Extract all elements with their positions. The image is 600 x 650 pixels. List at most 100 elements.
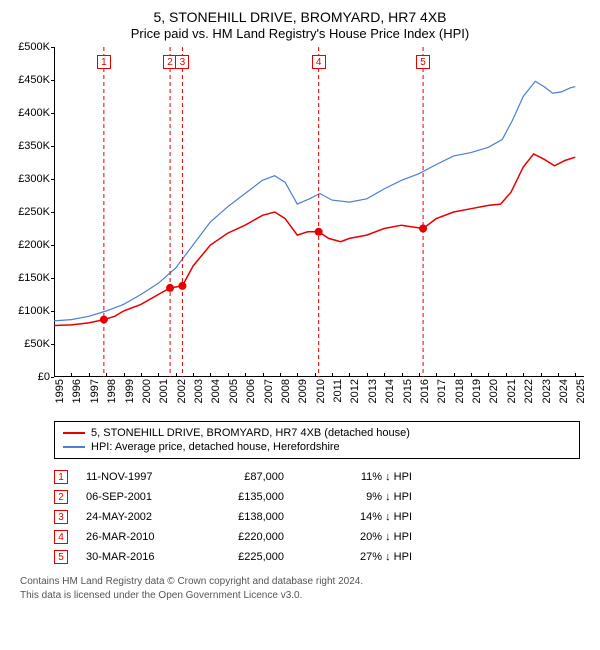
x-tick-label: 2021	[506, 379, 518, 403]
event-dot	[166, 284, 174, 292]
transaction-price: £87,000	[204, 471, 284, 483]
legend-swatch-hpi	[63, 446, 85, 448]
x-tick-label: 1995	[54, 379, 66, 403]
y-tick-mark	[51, 311, 54, 312]
legend-item-property: 5, STONEHILL DRIVE, BROMYARD, HR7 4XB (d…	[63, 426, 571, 440]
y-tick-mark	[51, 146, 54, 147]
transaction-price: £220,000	[204, 531, 284, 543]
event-marker: 5	[416, 55, 430, 69]
x-tick-label: 1998	[106, 379, 118, 403]
transaction-row: 206-SEP-2001£135,0009% ↓ HPI	[54, 487, 580, 507]
y-tick-label: £500K	[18, 41, 54, 53]
transaction-number: 2	[54, 490, 68, 504]
x-tick-mark	[384, 373, 385, 377]
x-tick-mark	[488, 373, 489, 377]
x-tick-mark	[558, 373, 559, 377]
y-tick-mark	[51, 80, 54, 81]
x-tick-label: 2014	[384, 379, 396, 403]
x-tick-mark	[106, 373, 107, 377]
y-tick-mark	[51, 212, 54, 213]
x-tick-label: 2022	[523, 379, 535, 403]
transaction-row: 1 11-NOV-1997 £87,000 11% ↓ HPI	[54, 467, 580, 487]
y-tick-label: £250K	[18, 206, 54, 218]
x-tick-mark	[436, 373, 437, 377]
x-tick-label: 2013	[367, 379, 379, 403]
x-tick-mark	[454, 373, 455, 377]
transaction-date: 11-NOV-1997	[86, 471, 186, 483]
event-marker: 4	[312, 55, 326, 69]
x-tick-label: 2020	[488, 379, 500, 403]
transaction-row: 324-MAY-2002£138,00014% ↓ HPI	[54, 507, 580, 527]
title-address: 5, STONEHILL DRIVE, BROMYARD, HR7 4XB	[10, 8, 590, 26]
x-tick-label: 2000	[141, 379, 153, 403]
legend-label-property: 5, STONEHILL DRIVE, BROMYARD, HR7 4XB (d…	[91, 427, 410, 439]
x-tick-label: 2005	[228, 379, 240, 403]
event-marker: 1	[97, 55, 111, 69]
x-tick-mark	[124, 373, 125, 377]
transaction-number: 1	[54, 470, 68, 484]
transaction-price: £138,000	[204, 511, 284, 523]
y-tick-mark	[51, 179, 54, 180]
y-tick-label: £100K	[18, 305, 54, 317]
transaction-diff: 9% ↓ HPI	[302, 491, 412, 503]
event-dot	[419, 225, 427, 233]
y-tick-label: £300K	[18, 173, 54, 185]
x-tick-label: 2025	[575, 379, 587, 403]
x-tick-mark	[367, 373, 368, 377]
chart-lines	[54, 47, 584, 377]
chart-title: 5, STONEHILL DRIVE, BROMYARD, HR7 4XB Pr…	[10, 8, 590, 43]
transaction-date: 26-MAR-2010	[86, 531, 186, 543]
legend-item-hpi: HPI: Average price, detached house, Here…	[63, 440, 571, 454]
chart-container: 5, STONEHILL DRIVE, BROMYARD, HR7 4XB Pr…	[0, 0, 600, 650]
x-tick-mark	[176, 373, 177, 377]
legend-label-hpi: HPI: Average price, detached house, Here…	[91, 441, 340, 453]
transaction-price: £135,000	[204, 491, 284, 503]
legend: 5, STONEHILL DRIVE, BROMYARD, HR7 4XB (d…	[54, 421, 580, 459]
transaction-number: 5	[54, 550, 68, 564]
legend-swatch-property	[63, 432, 85, 434]
transaction-date: 30-MAR-2016	[86, 551, 186, 563]
transaction-diff: 11% ↓ HPI	[302, 471, 412, 483]
x-tick-mark	[228, 373, 229, 377]
x-tick-mark	[315, 373, 316, 377]
x-tick-label: 2004	[210, 379, 222, 403]
event-dot	[315, 228, 323, 236]
x-tick-label: 2001	[158, 379, 170, 403]
y-tick-label: £200K	[18, 239, 54, 251]
x-tick-mark	[193, 373, 194, 377]
footer-line2: This data is licensed under the Open Gov…	[20, 589, 580, 603]
event-dot	[178, 282, 186, 290]
y-tick-mark	[51, 245, 54, 246]
y-tick-label: £450K	[18, 74, 54, 86]
attribution-footer: Contains HM Land Registry data © Crown c…	[20, 575, 580, 602]
x-tick-mark	[575, 373, 576, 377]
x-tick-mark	[523, 373, 524, 377]
title-subtitle: Price paid vs. HM Land Registry's House …	[10, 26, 590, 43]
x-tick-label: 2015	[402, 379, 414, 403]
transaction-number: 4	[54, 530, 68, 544]
x-tick-mark	[506, 373, 507, 377]
x-tick-label: 2002	[176, 379, 188, 403]
y-tick-label: £50K	[24, 338, 54, 350]
y-tick-label: £350K	[18, 140, 54, 152]
y-tick-label: £400K	[18, 107, 54, 119]
transaction-diff: 20% ↓ HPI	[302, 531, 412, 543]
x-tick-mark	[210, 373, 211, 377]
x-tick-label: 2010	[315, 379, 327, 403]
y-tick-mark	[51, 113, 54, 114]
x-tick-label: 2009	[297, 379, 309, 403]
x-tick-label: 2011	[332, 379, 344, 403]
x-tick-label: 2007	[263, 379, 275, 403]
x-tick-label: 2017	[436, 379, 448, 403]
x-tick-mark	[349, 373, 350, 377]
transaction-price: £225,000	[204, 551, 284, 563]
series-line	[54, 81, 575, 321]
x-tick-mark	[541, 373, 542, 377]
x-tick-label: 1999	[124, 379, 136, 403]
transaction-row: 4 26-MAR-2010 £220,000 20% ↓ HPI	[54, 527, 580, 547]
y-tick-mark	[51, 278, 54, 279]
transaction-diff: 27% ↓ HPI	[302, 551, 412, 563]
x-tick-label: 2024	[558, 379, 570, 403]
x-tick-mark	[263, 373, 264, 377]
x-tick-label: 2018	[454, 379, 466, 403]
